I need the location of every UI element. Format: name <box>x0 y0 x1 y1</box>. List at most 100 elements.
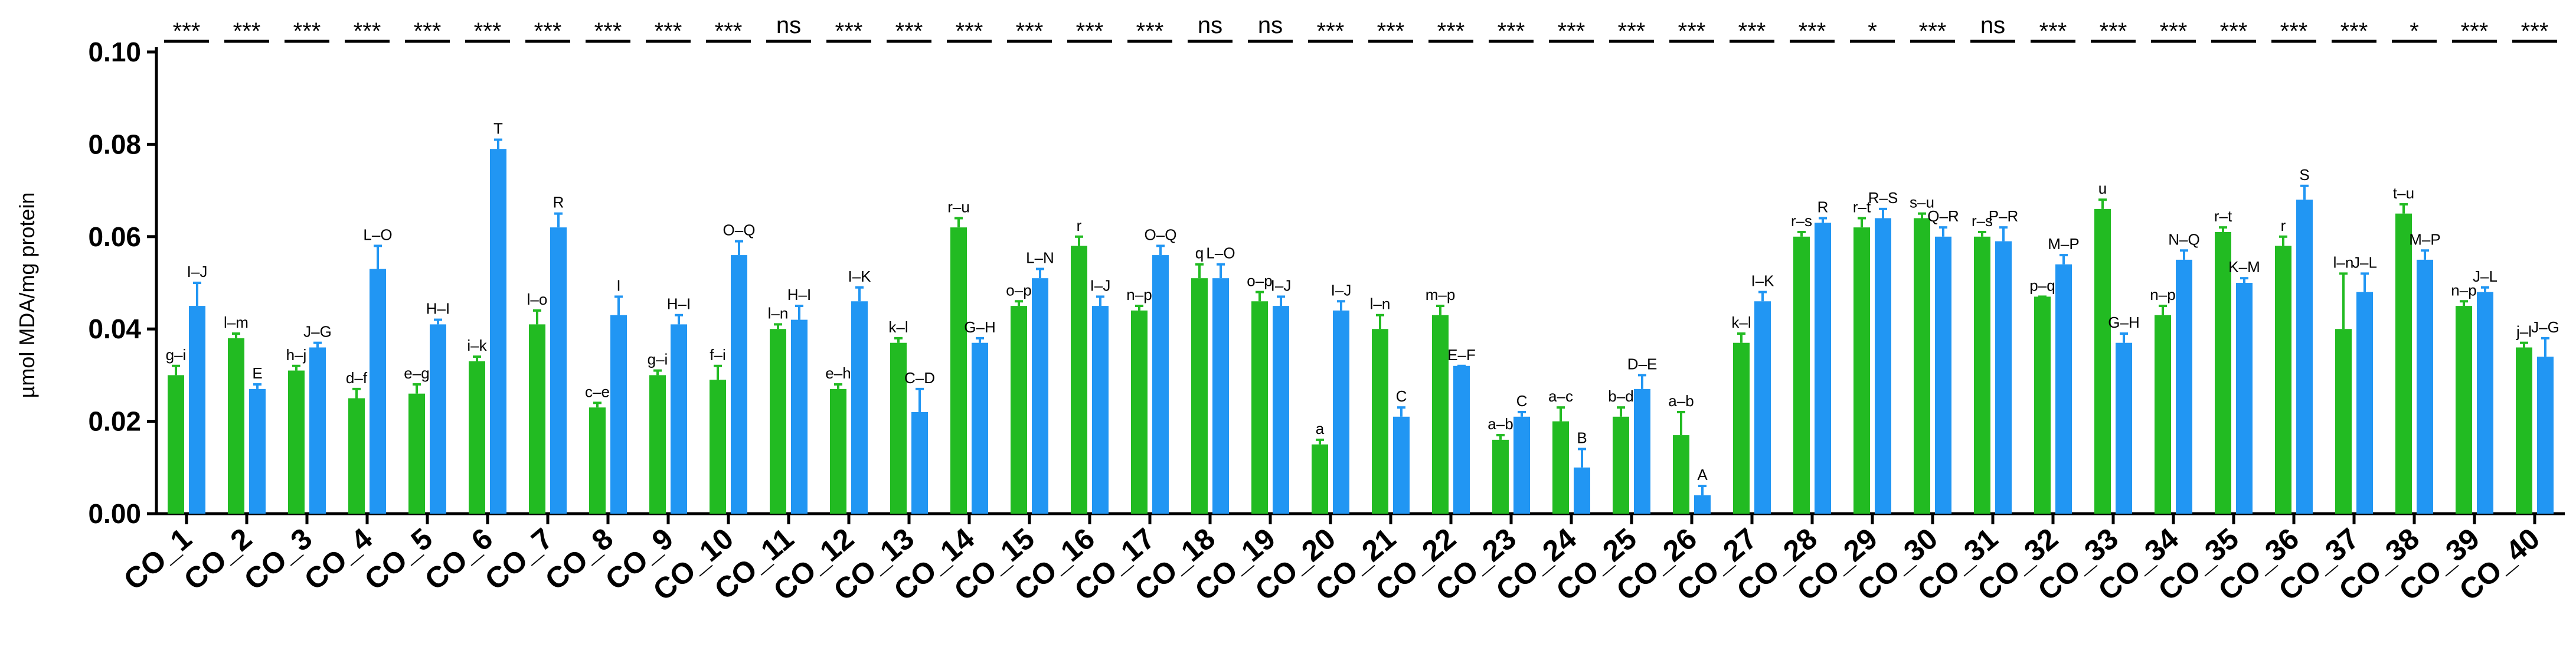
letter-label-blue: L–O <box>1206 244 1235 262</box>
letter-label-green: n–p <box>2150 286 2175 303</box>
bar-green <box>2034 296 2051 514</box>
letter-label-green: r–t <box>1853 198 1871 216</box>
significance-label: ns <box>776 12 801 38</box>
significance-markers: *** *** *** *** *** *** *** *** *** *** ns *** *** **… <box>164 12 2557 44</box>
letter-label-blue: E <box>252 364 262 382</box>
bar-blue <box>370 269 386 514</box>
letter-label-green: l–m <box>224 314 249 331</box>
bar-green <box>1853 227 1870 514</box>
letter-label-green: k–l <box>1731 314 1751 331</box>
letter-label-blue: E–F <box>1447 346 1476 364</box>
letter-label-green: l–n <box>768 304 789 322</box>
significance-label: *** <box>474 18 502 44</box>
letter-label-blue: T <box>493 120 503 138</box>
significance-label: *** <box>1377 18 1405 44</box>
significance-label: *** <box>655 18 682 44</box>
bar-blue <box>851 301 868 514</box>
y-tick-label: 0.02 <box>88 406 141 437</box>
letter-label-blue: R <box>1817 198 1829 216</box>
bar-green <box>2155 315 2171 514</box>
bar-blue <box>1273 306 1289 514</box>
bar-green <box>168 375 184 514</box>
letter-label-blue: H–I <box>667 295 691 313</box>
bar-blue <box>610 315 627 514</box>
letter-label-green: n–p <box>1126 286 1152 303</box>
bar-green <box>649 375 666 514</box>
bar-blue <box>1754 301 1771 514</box>
significance-label: *** <box>2039 18 2067 44</box>
bar-green <box>1432 315 1449 514</box>
bar-blue <box>490 149 506 514</box>
letter-label-blue: R–S <box>1868 189 1898 207</box>
x-tick-label: CO_6 <box>419 522 499 597</box>
letter-label-blue: J–L <box>2352 253 2377 271</box>
letter-label-green: a <box>1316 420 1325 437</box>
significance-label: *** <box>1016 18 1044 44</box>
bar-green <box>2395 213 2412 514</box>
letter-label-blue: A <box>1697 466 1708 484</box>
bar-blue <box>1393 416 1410 514</box>
bar-blue <box>1634 388 1650 514</box>
bar-blue <box>550 227 567 514</box>
letter-label-green: r <box>1077 217 1082 234</box>
significance-label: *** <box>594 18 622 44</box>
letter-label-blue: R <box>553 194 564 211</box>
letter-label-green: a–b <box>1488 415 1513 433</box>
letter-label-blue: Q–R <box>1927 207 1959 225</box>
x-tick-label: CO_7 <box>479 522 559 597</box>
letter-label-blue: H–I <box>426 300 450 318</box>
y-tick-label: 0.04 <box>88 314 141 344</box>
significance-label: *** <box>1738 18 1766 44</box>
y-axis-label: µmol MDA/mg protein <box>15 192 39 399</box>
bar-blue <box>2296 200 2313 514</box>
bar-blue <box>671 324 687 514</box>
x-tick-label: CO_8 <box>539 522 619 597</box>
significance-label: * <box>1868 18 1877 44</box>
bar-green <box>1312 444 1328 514</box>
bar-green <box>1733 342 1750 514</box>
bar-blue <box>1935 236 1951 514</box>
bar-blue <box>1092 306 1109 514</box>
letter-label-blue: J–G <box>303 323 332 341</box>
bar-green <box>1372 329 1388 514</box>
letter-label-blue: G–H <box>964 318 995 336</box>
letter-label-blue: O–Q <box>723 221 756 239</box>
significance-label: *** <box>2521 18 2549 44</box>
bar-green <box>1011 306 1027 514</box>
bar-green <box>288 370 305 514</box>
significance-label: *** <box>895 18 923 44</box>
letter-label-blue: K–M <box>2228 258 2260 276</box>
significance-label: ns <box>1980 12 2005 38</box>
x-axis: CO_1CO_2CO_3CO_4CO_5CO_6CO_7CO_8CO_9CO_1… <box>117 512 2565 607</box>
bar-blue <box>731 255 747 514</box>
bar-green <box>408 393 425 514</box>
y-tick-label: 0.00 <box>88 498 141 529</box>
bar-blue <box>1453 365 1470 514</box>
significance-label: *** <box>354 18 381 44</box>
significance-label: *** <box>2280 18 2308 44</box>
bar-green <box>890 342 907 514</box>
y-tick-label: 0.08 <box>88 129 141 159</box>
letter-label-blue: I–K <box>1751 272 1774 290</box>
letter-label-green: n–p <box>2451 281 2476 299</box>
x-tick-label: CO_5 <box>358 522 439 597</box>
significance-label: *** <box>1618 18 1646 44</box>
bar-green <box>1071 246 1087 514</box>
bar-blue <box>1032 278 1048 514</box>
significance-label: *** <box>835 18 863 44</box>
bar-blue <box>1574 467 1590 514</box>
bars <box>168 138 2554 514</box>
significance-label: *** <box>2220 18 2248 44</box>
bar-blue <box>430 324 446 514</box>
significance-label: *** <box>2461 18 2489 44</box>
letter-label-green: r–s <box>1972 212 1993 230</box>
significance-label: *** <box>715 18 743 44</box>
letter-label-green: e–g <box>404 364 429 382</box>
x-tick-label: CO_3 <box>238 522 318 597</box>
bar-green <box>1974 236 1990 514</box>
significance-label: *** <box>1136 18 1164 44</box>
letter-label-blue: L–N <box>1026 249 1054 267</box>
significance-label: * <box>2410 18 2419 44</box>
letter-label-blue: G–H <box>2108 314 2139 331</box>
